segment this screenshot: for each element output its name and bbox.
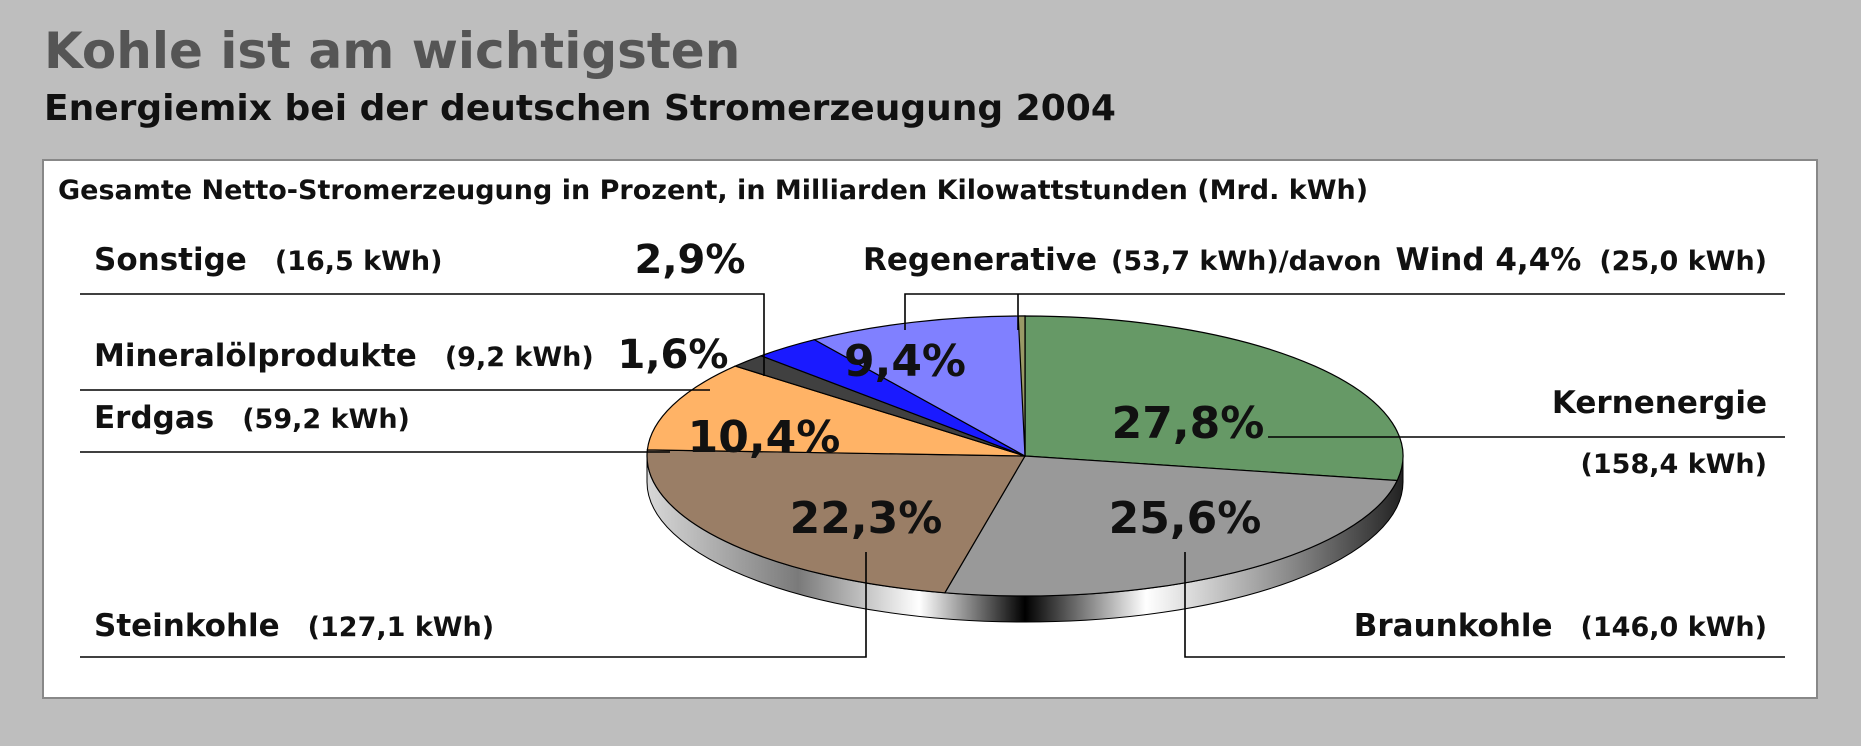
pct-label-sonstige: 2,9%	[635, 237, 746, 283]
pct-label-kernenergie: 27,8%	[1112, 398, 1265, 449]
pie-slice-erdgas	[646, 365, 1026, 457]
label-mineraloelprodukte: Mineralölprodukte (9,2 kWh)	[94, 338, 594, 374]
label-steinkohle: Steinkohle (127,1 kWh)	[94, 608, 494, 644]
pie-slices	[646, 315, 1404, 597]
label-text: Mineralölprodukte (9,2 kWh)	[94, 338, 594, 374]
leader-braunkohle	[1184, 552, 1785, 658]
leader-sonstige	[80, 293, 765, 376]
pct-label-erdgas: 10,4%	[688, 412, 841, 463]
label-erdgas: Erdgas (59,2 kWh)	[94, 400, 410, 436]
label-text: Steinkohle (127,1 kWh)	[94, 608, 494, 644]
subtitle: Energiemix bei der deutschen Stromerzeug…	[44, 88, 1116, 129]
label-text: Regenerative (53,7 kWh)/davon Wind 4,4% (25…	[863, 242, 1767, 278]
label-braunkohle: Braunkohle (146,0 kWh)	[1354, 608, 1767, 644]
pie-slice-kernenergie	[1024, 315, 1404, 482]
label-text: Sonstige (16,5 kWh)	[94, 242, 442, 278]
pie-slice-steinkohle	[646, 449, 1027, 594]
label-value: (158,4 kWh)	[1581, 449, 1767, 480]
chart-title: Gesamte Netto-Stromerzeugung in Prozent,…	[58, 175, 1368, 206]
pct-label-regenerative: 9,4%	[844, 336, 966, 387]
label-regenerative: Regenerative (53,7 kWh)/davon Wind 4,4% (25…	[863, 242, 1767, 278]
main-title: Kohle ist am wichtigsten	[44, 22, 741, 80]
label-kernenergie: Kernenergie (158,4 kWh)	[1552, 385, 1767, 480]
leader-lines	[80, 293, 1785, 658]
pct-label-steinkohle: 22,3%	[790, 493, 943, 544]
leader-regenerative	[904, 293, 1785, 330]
label-text: Braunkohle (146,0 kWh)	[1354, 608, 1767, 644]
pct-label-braunkohle: 25,6%	[1109, 493, 1262, 544]
leader-steinkohle	[80, 552, 867, 658]
pie-slice-regenerative	[812, 315, 1026, 458]
label-name: Kernenergie	[1552, 385, 1767, 421]
label-sonstige: Sonstige (16,5 kWh)	[94, 242, 442, 278]
label-text: Erdgas (59,2 kWh)	[94, 400, 410, 436]
pct-label-mineraloelprodukte: 1,6%	[618, 332, 729, 378]
pie-slice-braunkohle	[943, 455, 1399, 597]
